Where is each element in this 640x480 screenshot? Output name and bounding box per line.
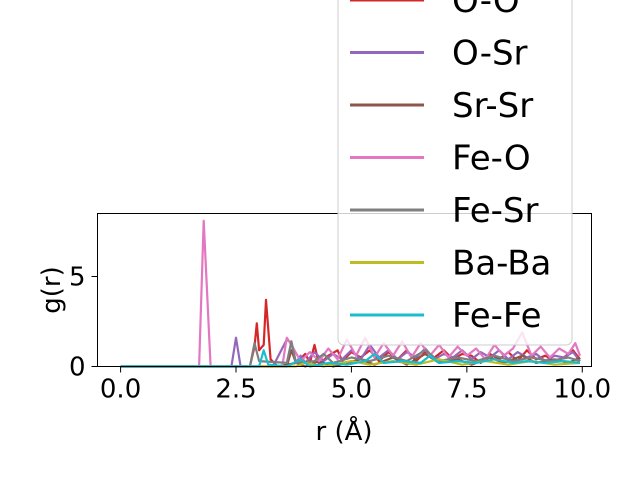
legend-entry-label: Ba-Ba [452, 244, 551, 284]
x-tick-label: 10.0 [553, 375, 611, 405]
legend-entry-label: Sr-Sr [452, 86, 533, 126]
x-tick-label: 2.5 [215, 375, 256, 405]
legend-entry-label: Fe-Fe [452, 296, 542, 336]
x-axis-label: r (Å) [315, 415, 372, 447]
legend-entry-label: O-Sr [452, 34, 528, 74]
legend-box [337, 0, 573, 346]
y-tick-label: 0 [69, 353, 86, 383]
y-axis-ticks: 05 [69, 263, 98, 383]
x-tick-label: 5.0 [331, 375, 372, 405]
y-tick-label: 5 [69, 263, 86, 293]
x-axis-ticks: 0.0 2.5 5.0 7.5 10.0 [100, 366, 611, 405]
y-axis-label: g(r) [37, 266, 67, 313]
x-tick-label: 7.5 [446, 375, 487, 405]
legend-entry-label: O-O [452, 0, 520, 21]
x-tick-label: 0.0 [100, 375, 141, 405]
legend: O-O O-Sr Sr-Sr Fe-O Fe-Sr Ba-Ba Fe-Fe [337, 0, 573, 346]
legend-entry-label: Fe-Sr [452, 191, 538, 231]
legend-entry-label: Fe-O [452, 139, 531, 179]
